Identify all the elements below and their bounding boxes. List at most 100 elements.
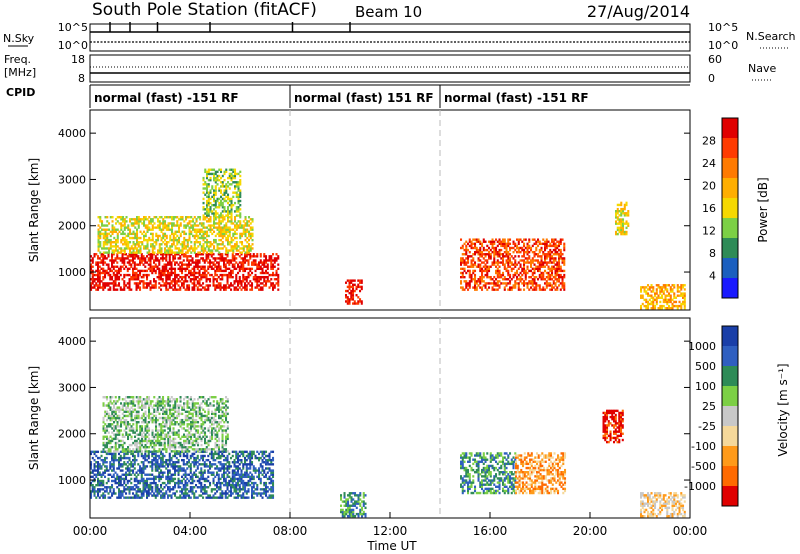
power-echo-0-690 xyxy=(205,259,208,262)
power-echo-2-212 xyxy=(232,176,235,180)
velocity-echo-1-95 xyxy=(113,416,116,420)
velocity-echo-0-544 xyxy=(163,465,166,468)
power-echo-4-572 xyxy=(535,275,538,279)
power-echo-4-147 xyxy=(479,259,482,262)
power-echo-0-306 xyxy=(142,286,145,289)
velocity-echo-0-887 xyxy=(212,456,215,460)
velocity-echo-0-983 xyxy=(226,488,229,491)
power-echo-4-242 xyxy=(493,288,496,291)
power-echo-4-269 xyxy=(495,246,498,250)
power-echo-4-726 xyxy=(552,240,555,243)
power-echo-0-857 xyxy=(235,278,238,281)
velocity-echo-0-343 xyxy=(137,454,140,458)
power-echo-0-968 xyxy=(254,261,257,264)
power-echo-4-38 xyxy=(465,280,468,283)
velocity-echo-0-545 xyxy=(163,461,166,464)
power-echo-1-21 xyxy=(99,226,102,229)
power-echo-0-718 xyxy=(210,255,213,258)
power-echo-5-45 xyxy=(622,224,625,227)
power-echo-0-863 xyxy=(235,253,238,256)
power-echo-4-408 xyxy=(512,242,515,246)
velocity-echo-1-23 xyxy=(104,412,107,416)
power-echo-0-980 xyxy=(256,255,259,258)
velocity-echo-0-584 xyxy=(168,456,171,460)
power-echo-1-169 xyxy=(125,220,128,223)
power-echo-1-326 xyxy=(153,241,156,244)
power-echo-4-524 xyxy=(528,244,531,248)
power-echo-0-698 xyxy=(207,271,210,275)
power-echo-4-755 xyxy=(556,265,559,268)
nsearch-label: N.Search xyxy=(746,30,796,43)
power-echo-1-308 xyxy=(150,218,153,221)
power-echo-2-246 xyxy=(237,193,240,196)
velocity-echo-0-677 xyxy=(182,483,185,487)
power-echo-4-56 xyxy=(467,257,470,260)
power-echo-4-421 xyxy=(514,248,517,252)
power-echo-0-721 xyxy=(212,282,215,285)
power-echo-0-993 xyxy=(259,282,262,285)
power-echo-1-76 xyxy=(109,241,112,244)
power-echo-1-557 xyxy=(193,241,196,244)
power-echo-4-821 xyxy=(563,244,566,248)
power-echo-1-227 xyxy=(136,234,139,238)
power-echo-1-71 xyxy=(108,228,111,231)
power-echo-4-210 xyxy=(488,275,491,279)
velocity-echo-0-660 xyxy=(179,450,182,454)
power-echo-4-644 xyxy=(544,253,547,256)
power-echo-0-243 xyxy=(132,275,135,279)
power-echo-4-233 xyxy=(491,278,494,281)
velocity-echo-0-554 xyxy=(165,461,168,464)
power-echo-1-884 xyxy=(249,245,252,248)
velocity-echo-0-833 xyxy=(203,461,206,464)
power-echo-5-6 xyxy=(615,212,618,215)
power-echo-4-21 xyxy=(461,253,464,256)
power-echo-4-485 xyxy=(523,244,526,248)
power-echo-4-787 xyxy=(559,265,562,268)
velocity-echo-0-719 xyxy=(188,490,191,493)
power-echo-5-56 xyxy=(623,212,626,215)
velocity-echo-0-238 xyxy=(123,479,126,483)
power-echo-5-44 xyxy=(622,226,625,230)
velocity-echo-0-444 xyxy=(151,465,154,468)
power-echo-0-861 xyxy=(235,261,238,264)
velocity-echo-0-856 xyxy=(209,496,212,499)
velocity-echo-0-339 xyxy=(137,479,140,483)
power-colorbar-tick-1: 24 xyxy=(702,157,716,170)
power-echo-0-645 xyxy=(198,280,201,283)
velocity-echo-1-104 xyxy=(114,446,117,449)
power-echo-2-64 xyxy=(211,212,214,215)
power-echo-1-421 xyxy=(171,249,174,252)
power-echo-4-804 xyxy=(561,259,564,262)
power-echo-4-76 xyxy=(470,275,473,279)
velocity-echo-0-555 xyxy=(165,458,168,462)
power-echo-1-490 xyxy=(181,230,184,233)
velocity-echo-0-1198 xyxy=(252,496,255,499)
power-echo-0-814 xyxy=(226,255,229,258)
velocity-echo-0-463 xyxy=(154,490,157,493)
power-echo-0-420 xyxy=(161,257,164,260)
power-echo-0-38 xyxy=(95,261,98,264)
velocity-echo-0-440 xyxy=(151,477,154,481)
velocity-echo-0-741 xyxy=(191,488,194,491)
power-echo-0-399 xyxy=(158,263,161,266)
power-echo-0-205 xyxy=(123,259,126,262)
power-echo-3-60 xyxy=(360,302,363,305)
power-echo-2-66 xyxy=(211,203,214,207)
power-echo-2-156 xyxy=(223,178,226,182)
power-echo-0-245 xyxy=(132,271,135,275)
power-echo-4-24 xyxy=(463,288,466,291)
velocity-echo-0-199 xyxy=(118,467,121,470)
power-echo-1-51 xyxy=(104,224,107,227)
power-echo-6-20 xyxy=(645,292,648,295)
power-echo-4-816 xyxy=(563,261,566,264)
power-echo-3-19 xyxy=(348,281,351,284)
velocity-echo-0-174 xyxy=(114,479,117,483)
power-echo-4-322 xyxy=(502,255,505,258)
power-echo-4-722 xyxy=(552,253,555,256)
power-echo-4-200 xyxy=(486,269,489,273)
power-echo-0-852 xyxy=(233,257,236,260)
power-echo-0-169 xyxy=(116,255,119,258)
power-echo-2-18 xyxy=(206,214,209,217)
velocity-echo-0-273 xyxy=(128,490,131,493)
power-echo-1-300 xyxy=(148,216,151,219)
